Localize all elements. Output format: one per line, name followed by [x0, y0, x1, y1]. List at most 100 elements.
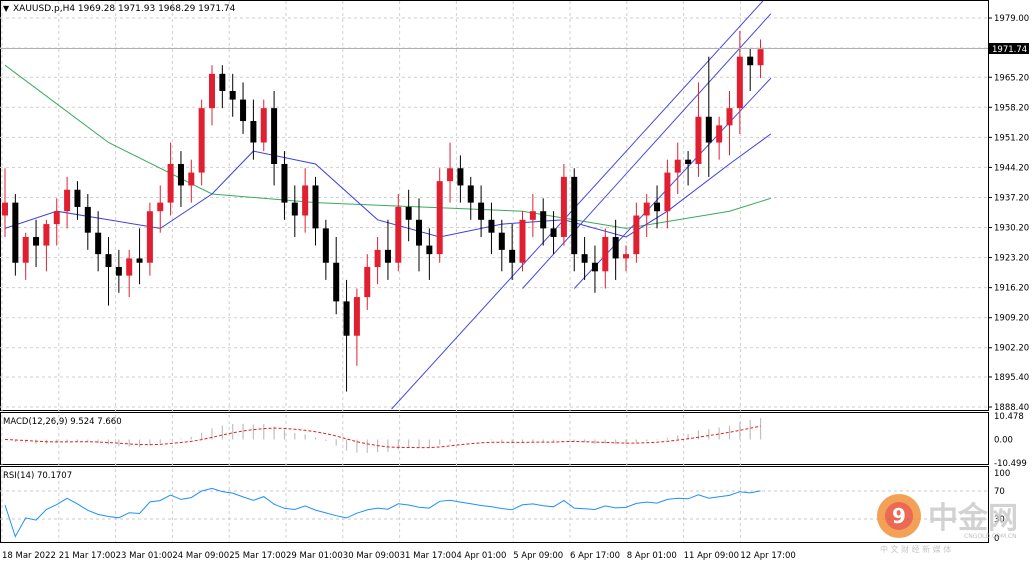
rsi-axis: 100 70 30 0	[0, 469, 1010, 544]
rsi-indicator	[4, 487, 761, 538]
candle	[747, 48, 754, 91]
candle	[426, 228, 433, 280]
candle	[209, 65, 215, 126]
candle	[695, 82, 702, 177]
rsi-tick-label: 30	[994, 515, 1005, 525]
grid-lines	[0, 1, 988, 542]
candle	[167, 142, 174, 216]
candle	[602, 228, 609, 289]
candle	[467, 176, 474, 220]
candle	[550, 211, 557, 255]
channel-line[interactable]	[391, 0, 764, 410]
price-panel-frame	[0, 0, 989, 411]
candle	[146, 202, 153, 276]
candle	[685, 151, 692, 186]
candle	[53, 198, 60, 246]
candle	[291, 185, 298, 237]
candle	[219, 65, 226, 109]
rsi-tick-label: 0	[994, 534, 999, 544]
candle	[84, 194, 91, 250]
candle	[705, 56, 712, 177]
price-tick-label: 1930.20	[994, 224, 1029, 234]
time-tick-label: 24 Mar 09:00	[172, 551, 229, 561]
candle	[664, 159, 671, 229]
time-axis: 18 Mar 2022 21 Mar 17:00 23 Mar 01:00 24 Ma…	[2, 551, 796, 561]
time-tick-label: 5 Apr 09:00	[513, 551, 563, 561]
ma-fast-line	[4, 133, 772, 238]
candle	[105, 236, 112, 306]
rsi-label: RSI(14) 70.1707	[3, 471, 72, 481]
time-tick-label: 30 Mar 09:00	[343, 551, 400, 561]
header-arrow-icon[interactable]: ▼	[3, 4, 10, 13]
candle	[229, 73, 236, 117]
candle	[260, 99, 267, 152]
rsi-tick-label: 70	[994, 487, 1005, 497]
price-tick-label: 1895.40	[994, 373, 1029, 383]
candle	[726, 90, 733, 156]
candle	[43, 219, 50, 272]
candle	[633, 202, 640, 263]
time-tick-label: 23 Mar 01:00	[116, 551, 173, 561]
macd-tick-label: 0.00	[994, 435, 1013, 445]
candle	[312, 176, 319, 246]
time-tick-label: 29 Mar 01:00	[286, 551, 343, 561]
candle	[612, 219, 619, 280]
rsi-tick-label: 100	[994, 469, 1010, 479]
logo-domain: CNGOLD.COM.CN	[964, 533, 1017, 540]
candle	[126, 249, 133, 298]
rsi-panel-frame	[0, 466, 989, 543]
candle	[488, 202, 495, 255]
price-tick-label: 1916.20	[994, 284, 1029, 294]
svg-text:9: 9	[892, 504, 906, 528]
symbol-header: XAUUSD.p,H4 1969.28 1971.93 1968.29 1971…	[13, 4, 236, 14]
candle	[188, 159, 195, 203]
candle	[333, 236, 340, 315]
cngold-logo: 9 中金网 CNGOLD.COM.CN 中 文 财 经 新 媒 体	[877, 494, 1018, 554]
candle	[115, 249, 122, 293]
candle	[198, 99, 205, 186]
macd-indicator	[4, 417, 762, 453]
time-tick-label: 12 Apr 17:00	[740, 551, 795, 561]
candle	[343, 279, 350, 392]
price-tick-label: 1979.00	[994, 14, 1029, 24]
macd-tick-label: 10.478	[994, 412, 1024, 422]
candle	[384, 219, 391, 280]
logo-brand-text: 中金网	[928, 501, 1018, 536]
candle	[2, 168, 8, 237]
candle	[395, 194, 402, 272]
price-tick-label: 1902.20	[994, 344, 1029, 354]
candle	[540, 198, 547, 246]
price-tick-label: 1965.20	[994, 73, 1029, 83]
candle	[157, 185, 164, 233]
price-tick-label: 1951.20	[994, 133, 1029, 143]
candle	[623, 245, 629, 272]
macd-signal-line	[4, 425, 761, 449]
candle	[457, 155, 464, 203]
candle	[22, 232, 29, 280]
candle	[519, 211, 526, 272]
candle	[95, 211, 102, 272]
candle	[643, 194, 650, 237]
time-tick-label: 8 Apr 01:00	[627, 551, 677, 561]
candle	[271, 90, 278, 186]
candle	[281, 151, 288, 220]
price-tick-label: 1923.20	[994, 254, 1029, 264]
candle	[240, 82, 247, 134]
candle	[591, 245, 598, 293]
candle	[322, 219, 329, 280]
candle	[674, 142, 681, 195]
candle	[447, 142, 454, 203]
candle	[571, 168, 578, 272]
logo-slogan: 中 文 财 经 新 媒 体	[880, 544, 951, 554]
candle	[302, 168, 309, 233]
candle	[529, 194, 536, 237]
time-tick-label: 6 Apr 17:00	[570, 551, 620, 561]
macd-tick-label: -10.499	[994, 459, 1027, 469]
candle	[757, 39, 764, 79]
candle	[33, 219, 40, 268]
candle	[12, 194, 19, 276]
price-tick-label: 1958.20	[994, 103, 1029, 113]
candle	[509, 224, 516, 280]
price-tick-label: 1909.20	[994, 314, 1029, 324]
